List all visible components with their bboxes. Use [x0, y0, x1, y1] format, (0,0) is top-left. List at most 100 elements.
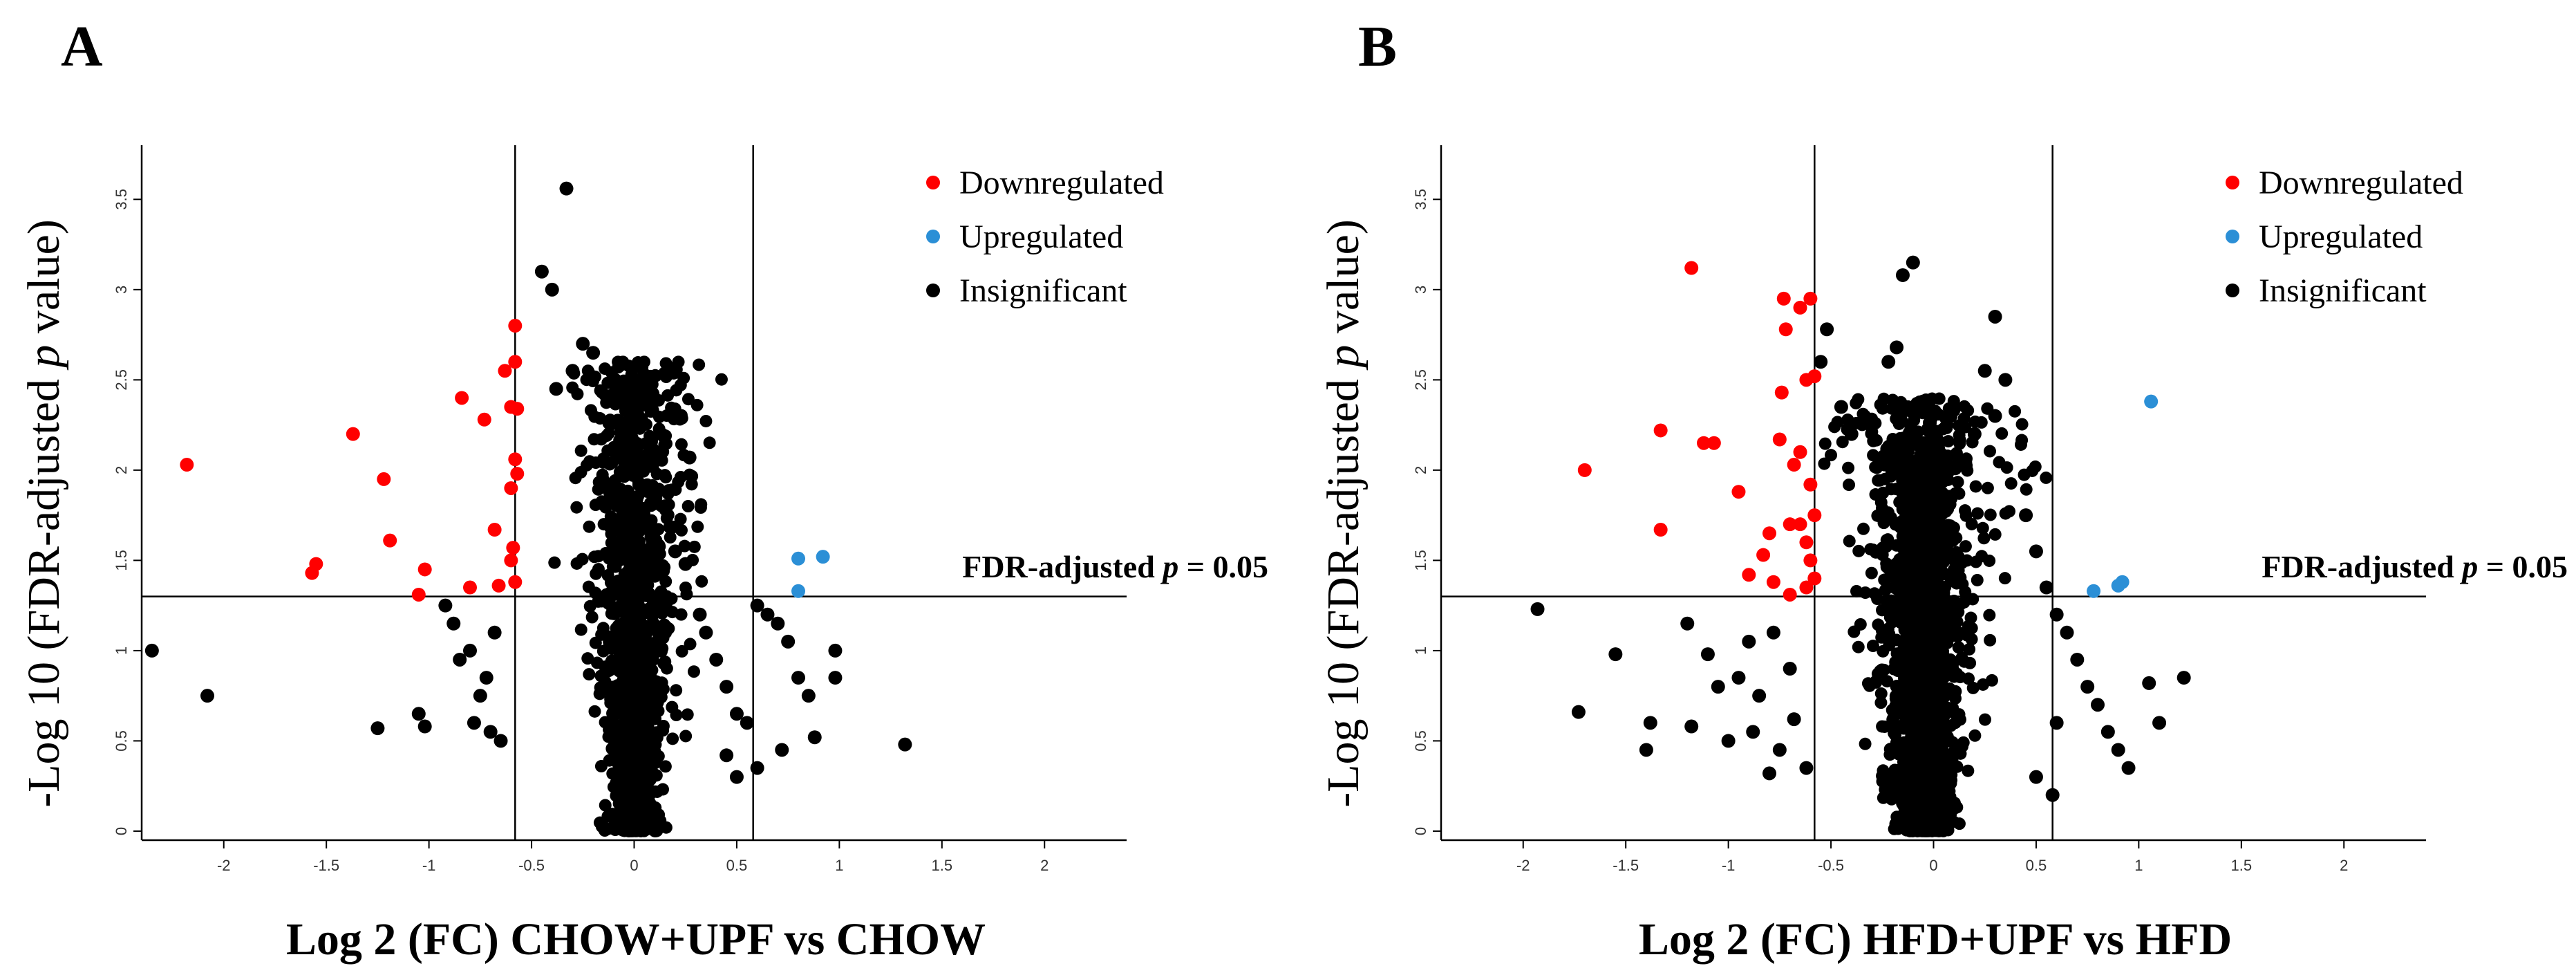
insignificant-point — [1917, 806, 1930, 819]
downregulated-point — [346, 427, 360, 441]
insignificant-point — [2020, 483, 2033, 496]
insignificant-point — [1959, 540, 1972, 553]
insignificant-point — [417, 719, 432, 734]
x-tick-label: 0.5 — [726, 857, 748, 874]
insignificant-point — [1752, 689, 1767, 703]
insignificant-point — [1885, 570, 1898, 583]
insignificant-point — [1910, 566, 1923, 579]
insignificant-point — [682, 450, 697, 465]
downregulated-point — [1807, 508, 1822, 523]
insignificant-point — [603, 663, 617, 676]
insignificant-point — [589, 636, 602, 649]
upregulated-point — [2111, 578, 2125, 593]
insignificant-point — [715, 373, 728, 386]
insignificant-point — [1946, 624, 1959, 637]
insignificant-point — [643, 429, 657, 443]
insignificant-point — [2091, 698, 2105, 712]
insignificant-point — [1922, 691, 1935, 704]
insignificant-cloud — [1818, 392, 2053, 837]
insignificant-point — [1977, 364, 1992, 378]
insignificant-point — [1762, 766, 1776, 781]
downregulated-point — [1803, 291, 1818, 306]
insignificant-point — [613, 465, 626, 479]
insignificant-point — [590, 656, 603, 669]
downregulated-point — [1778, 322, 1793, 337]
insignificant-point — [658, 499, 673, 514]
insignificant-point — [582, 580, 595, 593]
insignificant-point — [1900, 475, 1913, 488]
insignificant-point — [760, 607, 775, 622]
insignificant-point — [2121, 761, 2136, 775]
insignificant-point — [1927, 789, 1940, 802]
insignificant-point — [1888, 822, 1901, 835]
insignificant-point — [2004, 477, 2018, 490]
upregulated-series — [2087, 394, 2159, 598]
legend-marker — [2226, 230, 2239, 243]
insignificant-point — [599, 799, 612, 812]
insignificant-point — [1898, 588, 1911, 601]
insignificant-point — [2029, 544, 2043, 559]
insignificant-point — [632, 741, 645, 754]
threshold-annotation: FDR-adjusted p = 0.05 — [962, 549, 1268, 584]
insignificant-point — [1966, 681, 1980, 694]
insignificant-point — [1969, 480, 1982, 493]
insignificant-point — [608, 552, 621, 566]
insignificant-point — [559, 181, 574, 196]
insignificant-point — [645, 499, 658, 512]
insignificant-point — [612, 500, 626, 513]
insignificant-point — [1924, 508, 1937, 521]
insignificant-point — [604, 693, 617, 706]
insignificant-point — [687, 665, 700, 678]
insignificant-point — [487, 625, 502, 640]
insignificant-point — [1959, 504, 1972, 517]
insignificant-point — [1680, 616, 1695, 631]
insignificant-point — [690, 398, 704, 411]
insignificant-point — [1959, 586, 1972, 599]
x-tick-label: 0.5 — [2026, 857, 2047, 874]
insignificant-point — [625, 674, 638, 687]
insignificant-point — [801, 689, 816, 703]
x-tick-label: -2 — [217, 857, 231, 874]
insignificant-point — [1921, 440, 1934, 454]
insignificant-point — [1865, 414, 1879, 427]
insignificant-point — [670, 709, 683, 722]
panel-letter: B — [1358, 15, 1397, 79]
insignificant-point — [1924, 749, 1937, 762]
insignificant-point — [729, 707, 744, 721]
insignificant-point — [583, 520, 596, 533]
insignificant-point — [144, 643, 159, 658]
downregulated-point — [477, 412, 491, 427]
downregulated-point — [1783, 517, 1797, 532]
insignificant-point — [1897, 500, 1910, 513]
insignificant-point — [1963, 642, 1976, 656]
downregulated-point — [1799, 535, 1814, 550]
x-tick-label: 1.5 — [2231, 857, 2253, 874]
downregulated-series — [180, 319, 525, 602]
insignificant-point — [659, 620, 673, 633]
insignificant-point — [1879, 472, 1892, 485]
insignificant-point — [1884, 600, 1897, 613]
downregulated-point — [510, 467, 525, 481]
insignificant-point — [1953, 437, 1966, 450]
insignificant-point — [679, 581, 692, 594]
insignificant-point — [1639, 743, 1653, 757]
y-axis-label: -Log 10 (FDR-adjusted p value) — [19, 219, 69, 808]
insignificant-point — [649, 550, 662, 563]
insignificant-point — [641, 578, 655, 591]
insignificant-point — [616, 661, 629, 674]
insignificant-point — [1931, 520, 1944, 533]
insignificant-point — [633, 387, 646, 400]
insignificant-point — [1989, 528, 2002, 541]
insignificant-point — [634, 510, 648, 523]
y-tick-label: 0 — [1412, 827, 1429, 835]
insignificant-point — [1919, 543, 1933, 556]
insignificant-point — [1944, 519, 1957, 532]
insignificant-point — [750, 598, 764, 613]
insignificant-point — [1913, 585, 1926, 598]
y-tick-label: 2 — [113, 466, 130, 474]
insignificant-point — [1929, 495, 1942, 508]
insignificant-point — [657, 657, 670, 670]
insignificant-point — [1949, 691, 1962, 705]
insignificant-point — [1886, 393, 1899, 407]
downregulated-point — [1793, 300, 1807, 315]
